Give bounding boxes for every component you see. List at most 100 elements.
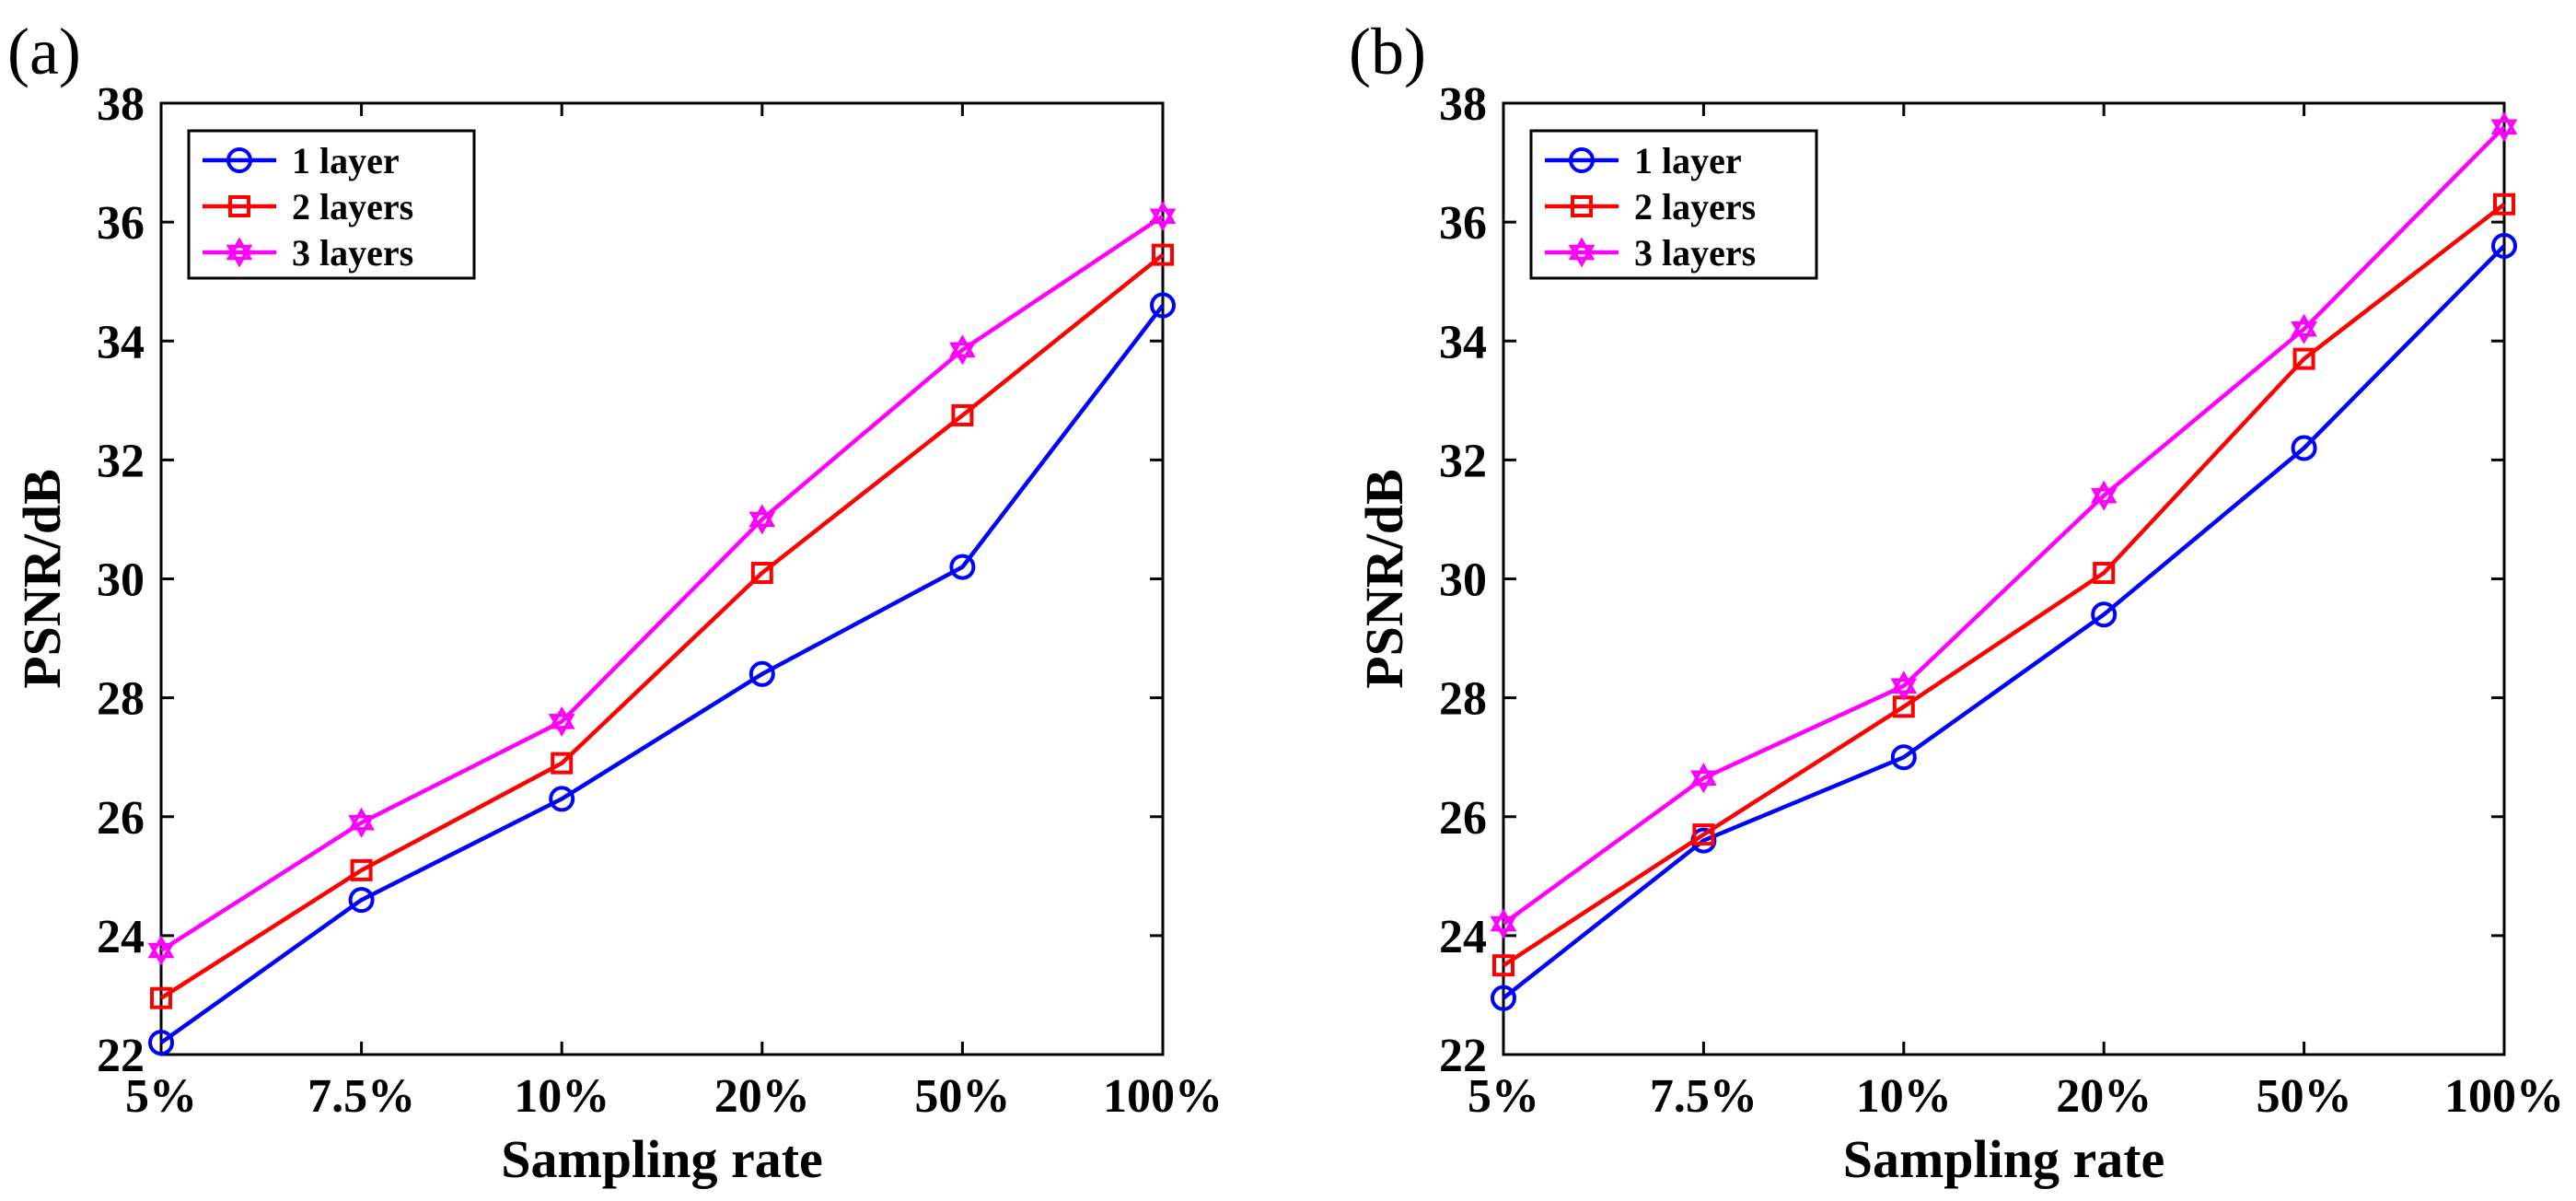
- data-point: [148, 1030, 174, 1056]
- data-point: [1690, 763, 1717, 794]
- data-point: [1152, 243, 1174, 266]
- series-2: [1492, 192, 2515, 977]
- data-point: [1150, 292, 1176, 319]
- legend-marker: [1571, 195, 1593, 217]
- data-point: [2491, 232, 2517, 259]
- y-tick-label: 38: [97, 78, 145, 131]
- legend-marker: [1568, 237, 1595, 268]
- panel-label: (a): [7, 15, 81, 88]
- data-point: [2292, 347, 2315, 370]
- x-tick-label: 10%: [1856, 1070, 1952, 1123]
- chart-panel-a: (a) 22 24 26 28 30 32 34 36 38 5% 7.5% 10% 20% 50% 100%…: [7, 15, 1223, 1189]
- data-point-tri-down: [1490, 915, 1517, 939]
- series-line: [159, 214, 1165, 952]
- data-point: [551, 752, 574, 775]
- y-tick-label: 24: [97, 911, 145, 963]
- y-axis-label: PSNR/dB: [1354, 469, 1414, 689]
- legend-entry: 2 layers: [203, 186, 413, 227]
- series-3: [1490, 111, 2518, 939]
- y-tick-label: 28: [1439, 673, 1487, 726]
- data-point: [150, 986, 172, 1009]
- data-point-tri-up: [147, 935, 175, 959]
- series-line: [1502, 203, 2506, 968]
- chart-panel-b: (b) 22 24 26 28 30 32 34 36 38 5% 7.5% 10% 20% 50% 100%…: [1349, 15, 2564, 1189]
- data-point: [949, 554, 976, 580]
- data-point: [348, 887, 375, 914]
- y-tick-label: 30: [97, 554, 145, 607]
- data-point: [2291, 313, 2317, 344]
- data-point-tri-down: [348, 814, 375, 838]
- legend-marker-tri-up: [226, 237, 253, 261]
- x-tick-label: 20%: [714, 1070, 810, 1123]
- data-point: [2291, 435, 2317, 461]
- x-tick-label: 5%: [1468, 1070, 1539, 1123]
- legend-label: 3 layers: [292, 232, 413, 274]
- y-tick-label: 24: [1439, 911, 1487, 963]
- legend-entry: 1 layer: [203, 140, 400, 181]
- x-tick-label: 20%: [2056, 1070, 2152, 1123]
- legend-marker: [226, 237, 253, 268]
- data-point-tri-down: [748, 511, 776, 535]
- data-point-tri-down: [2490, 119, 2518, 143]
- series-2: [150, 243, 1174, 1009]
- data-point-tri-down: [1149, 208, 1177, 232]
- legend: 1 layer 2 layers 3 layers: [187, 129, 476, 280]
- legend-marker: [226, 147, 252, 173]
- legend-marker-tri-down: [226, 244, 253, 268]
- series-1: [148, 292, 1176, 1056]
- legend: 1 layer 2 layers 3 layers: [1529, 129, 1818, 280]
- series-3: [147, 201, 1177, 966]
- y-tick-label: 32: [97, 435, 145, 487]
- y-tick-label: 26: [1439, 792, 1487, 845]
- legend-entry: 1 layer: [1545, 140, 1742, 181]
- series-line: [1502, 125, 2506, 926]
- legend-marker-tri-up: [1568, 237, 1595, 261]
- data-point: [1890, 744, 1917, 771]
- legend-marker-tri-down: [1568, 244, 1595, 268]
- data-point-tri-down: [147, 942, 175, 966]
- data-point: [1149, 201, 1177, 232]
- x-tick-label: 7.5%: [1650, 1070, 1758, 1123]
- x-axis-label: Sampling rate: [501, 1129, 823, 1189]
- y-tick-label: 22: [1439, 1030, 1487, 1082]
- legend-label: 1 layer: [1634, 140, 1742, 181]
- data-point: [1491, 985, 1516, 1011]
- data-point: [2091, 601, 2118, 628]
- x-tick-label: 100%: [2444, 1070, 2564, 1123]
- series-line: [1502, 244, 2506, 1000]
- series-1: [1491, 232, 2517, 1011]
- x-tick-label: 5%: [125, 1070, 197, 1123]
- legend-marker: [1569, 147, 1595, 173]
- data-point-tri-up: [1890, 670, 1918, 694]
- data-point: [350, 858, 373, 881]
- data-point: [949, 334, 976, 366]
- data-point-tri-down: [2090, 487, 2118, 511]
- y-tick-label: 36: [1439, 197, 1487, 250]
- y-tick-label: 30: [1439, 554, 1487, 607]
- data-point-tri-down: [2291, 321, 2317, 344]
- data-point-tri-up: [1690, 763, 1717, 787]
- data-point-tri-down: [1690, 770, 1717, 794]
- series-line: [159, 304, 1165, 1044]
- data-point: [748, 660, 775, 687]
- panel-label: (b): [1349, 15, 1426, 88]
- data-point-tri-up: [748, 504, 776, 528]
- y-tick-label: 22: [97, 1030, 145, 1082]
- data-point-tri-up: [2090, 480, 2118, 504]
- data-point-tri-up: [1490, 908, 1517, 932]
- x-axis-label: Sampling rate: [1843, 1129, 2165, 1189]
- y-tick-label: 32: [1439, 435, 1487, 487]
- data-point: [1890, 670, 1918, 702]
- legend-entry: 3 layers: [203, 232, 413, 274]
- y-tick-label: 34: [97, 316, 145, 368]
- x-tick-label: 50%: [2257, 1070, 2352, 1123]
- data-point: [2493, 192, 2515, 216]
- data-point-tri-down: [548, 714, 575, 737]
- x-tick-label: 7.5%: [307, 1070, 415, 1123]
- data-point: [2093, 562, 2116, 585]
- x-tick-label: 50%: [914, 1070, 1010, 1123]
- y-tick-label: 36: [97, 197, 145, 250]
- legend-label: 1 layer: [292, 140, 400, 181]
- data-point: [1490, 908, 1517, 939]
